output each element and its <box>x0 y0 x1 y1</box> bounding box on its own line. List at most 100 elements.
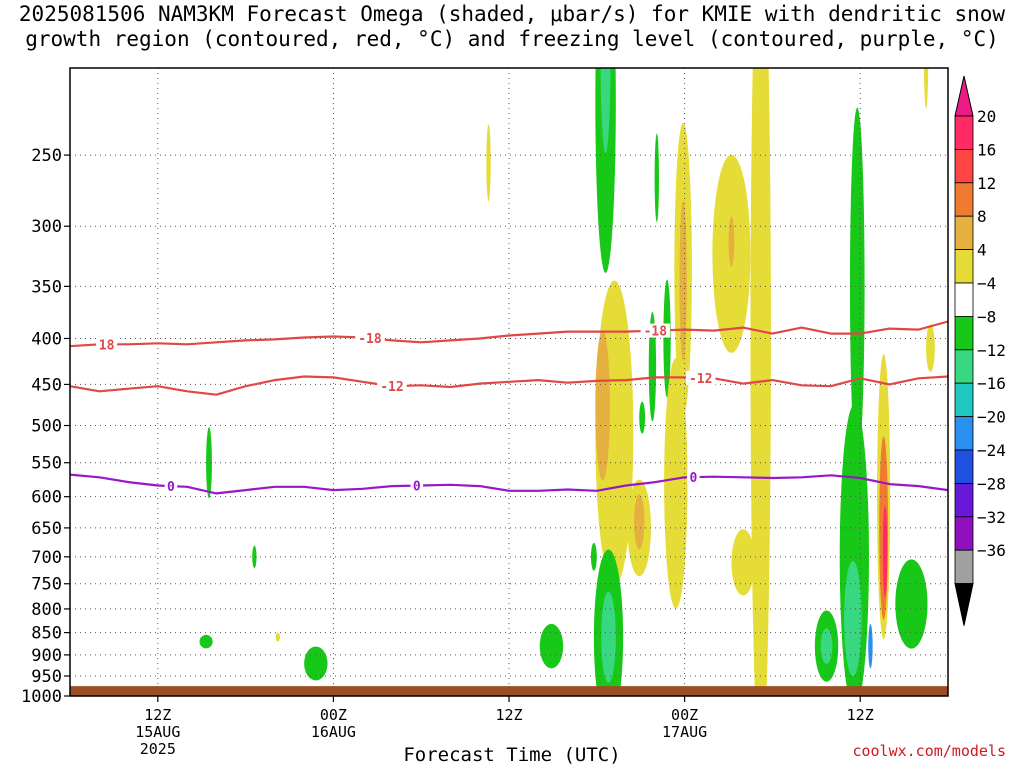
colorbar-segment-3 <box>954 215 974 250</box>
colorbar-segment-4 <box>954 249 974 284</box>
colorbar-label-0: 20 <box>977 107 996 126</box>
colorbar-label-6: −8 <box>977 307 996 326</box>
colorbar-label-12: −32 <box>977 508 1006 527</box>
colorbar-label-11: −28 <box>977 474 1006 493</box>
omega-region-14 <box>663 279 671 398</box>
omega-region-29 <box>590 542 597 571</box>
contour-label-1-0: -12 <box>380 380 403 395</box>
colorbar-label-8: −16 <box>977 374 1006 393</box>
contour-label-bg-2-0 <box>164 479 178 494</box>
y-tick-label-500: 500 <box>31 417 62 437</box>
omega-region-38 <box>923 68 929 109</box>
colorbar-segment-10 <box>954 449 974 484</box>
y-tick-label-600: 600 <box>31 488 62 508</box>
contour-label-0-0: 18 <box>99 338 115 353</box>
title-line-2: growth region (contoured, red, °C) and f… <box>25 27 999 51</box>
y-tick-label-550: 550 <box>31 454 62 474</box>
omega-region-15 <box>664 358 688 609</box>
omega-region-7 <box>486 124 491 202</box>
colorbar-segment-0 <box>954 115 974 150</box>
contour-label-bg-1-1 <box>685 370 716 385</box>
omega-region-25 <box>895 559 928 649</box>
contour-label-0-1: -18 <box>358 332 382 347</box>
omega-region-27 <box>601 591 616 683</box>
y-tick-label-350: 350 <box>31 277 62 297</box>
colorbar-segment-2 <box>954 182 974 217</box>
omega-region-33 <box>206 427 212 499</box>
x-tick-label-0-0: 12Z <box>144 706 171 724</box>
chart-title: 2025081506 NAM3KM Forecast Omega (shaded… <box>0 2 1024 52</box>
colorbar-segment-7 <box>954 349 974 384</box>
y-tick-label-850: 850 <box>31 624 62 644</box>
omega-region-30 <box>648 311 657 422</box>
contour-label-bg-2-2 <box>687 470 700 485</box>
x-tick-label-0-2: 2025 <box>140 740 176 758</box>
contour-label-2-0: 0 <box>167 480 175 495</box>
credit-text: coolwx.com/models <box>852 742 1006 760</box>
y-tick-label-300: 300 <box>31 217 62 237</box>
omega-region-21 <box>844 561 862 677</box>
colorbar-segment-12 <box>954 516 974 551</box>
x-tick-label-2-0: 12Z <box>495 706 522 724</box>
omega-region-6 <box>600 68 611 154</box>
omega-region-32 <box>304 646 328 681</box>
omega-region-19 <box>882 505 888 597</box>
colorbar-label-10: −24 <box>977 441 1006 460</box>
colorbar-segment-1 <box>954 148 974 184</box>
omega-region-9 <box>849 107 865 466</box>
omega-region-37 <box>926 324 935 372</box>
colorbar-segment-6 <box>954 315 974 351</box>
colorbar-label-7: −12 <box>977 341 1006 360</box>
colorbar-label-2: 12 <box>977 174 996 193</box>
y-tick-label-900: 900 <box>31 646 62 666</box>
omega-region-11 <box>595 330 610 481</box>
omega-region-31 <box>639 401 646 434</box>
y-tick-label-450: 450 <box>31 375 62 395</box>
contour-label-bg-1-0 <box>377 379 407 394</box>
y-tick-label-250: 250 <box>31 146 62 166</box>
colorbar-segment-13 <box>954 549 974 585</box>
title-line-1: 2025081506 NAM3KM Forecast Omega (shaded… <box>18 2 1006 26</box>
contour-label-bg-0-0 <box>96 337 118 352</box>
x-tick-label-1-1: 16AUG <box>311 723 356 741</box>
colorbar-segment-11 <box>954 482 974 518</box>
omega-region-4 <box>679 200 687 362</box>
ground-fill <box>70 686 948 696</box>
omega-region-16 <box>731 529 755 596</box>
colorbar-segment-9 <box>954 416 974 451</box>
contour-label-2-2: 0 <box>689 471 697 486</box>
omega-region-24 <box>820 628 833 664</box>
colorbar-arrow-bottom <box>954 583 974 626</box>
omega-region-8 <box>654 133 659 223</box>
colorbar-label-13: −36 <box>977 541 1006 560</box>
x-tick-label-1-0: 00Z <box>320 706 347 724</box>
omega-region-28 <box>539 623 564 669</box>
y-tick-label-750: 750 <box>31 575 62 595</box>
colorbar-label-5: −4 <box>977 274 996 293</box>
y-tick-label-400: 400 <box>31 329 62 349</box>
contour-label-bg-2-1 <box>410 478 424 493</box>
y-tick-label-700: 700 <box>31 548 62 568</box>
contour-line--12 <box>69 375 949 396</box>
colorbar-segment-5 <box>954 282 974 317</box>
contour-label-0-2: -18 <box>644 325 668 340</box>
contour-line-0 <box>69 473 949 495</box>
colorbar-segment-8 <box>954 382 974 418</box>
contour-label-1-1: -12 <box>689 372 712 387</box>
colorbar-label-4: 4 <box>977 241 987 260</box>
y-tick-label-800: 800 <box>31 600 62 620</box>
omega-region-13 <box>634 494 645 550</box>
x-axis-title: Forecast Time (UTC) <box>403 744 621 766</box>
x-tick-label-3-0: 00Z <box>671 706 698 724</box>
x-tick-label-3-1: 17AUG <box>662 723 707 741</box>
x-tick-label-0-1: 15AUG <box>135 723 180 741</box>
y-tick-label-950: 950 <box>31 667 62 687</box>
contour-label-bg-0-1 <box>355 331 385 346</box>
colorbar-label-1: 16 <box>977 140 996 159</box>
omega-region-36 <box>275 632 280 642</box>
contour-label-2-1: 0 <box>413 480 421 495</box>
omega-region-35 <box>199 634 213 649</box>
contour-line--18 <box>69 320 949 348</box>
contour-label-bg-0-2 <box>640 323 671 338</box>
